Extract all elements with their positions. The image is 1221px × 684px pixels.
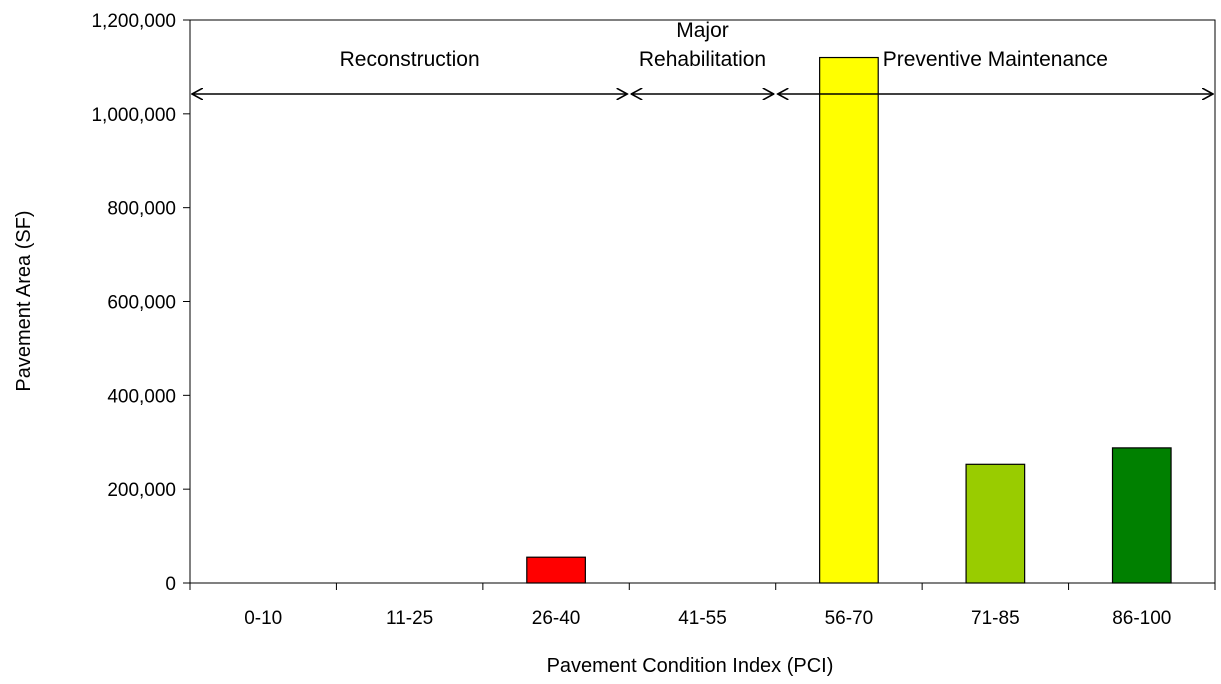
x-tick-label: 26-40	[532, 608, 581, 629]
y-tick-label: 0	[165, 574, 176, 595]
bar-86-100	[1111, 447, 1172, 584]
bar-26-40	[526, 556, 586, 584]
range-label: Preventive Maintenance	[883, 48, 1108, 71]
y-axis: 0 200,000 400,000 600,000 800,000 1,000,000 1,…	[91, 11, 190, 595]
y-tick-label: 1,000,000	[91, 105, 176, 126]
y-tick-label: 800,000	[107, 199, 176, 220]
x-axis-title: Pavement Condition Index (PCI)	[547, 655, 834, 677]
x-tick-label: 56-70	[825, 608, 874, 629]
x-tick-label: 71-85	[971, 608, 1020, 629]
range-label: Rehabilitation	[639, 48, 766, 71]
y-axis-title: Pavement Area (SF)	[13, 210, 35, 391]
bar-56-70	[819, 56, 879, 584]
x-tick-label: 86-100	[1112, 608, 1171, 629]
x-tick-label: 41-55	[678, 608, 727, 629]
y-tick-label: 1,200,000	[91, 11, 176, 32]
x-tick-label: 11-25	[386, 608, 433, 629]
range-label: Major	[676, 19, 729, 42]
x-tick-label: 0-10	[244, 608, 282, 629]
bars	[526, 56, 1172, 584]
y-tick-label: 600,000	[107, 293, 176, 314]
x-axis: 0-10 11-25 26-40 41-55 56-70 71-85 86-100	[189, 583, 1216, 629]
plot-area	[189, 19, 1216, 584]
y-tick-label: 400,000	[107, 386, 176, 407]
bar-71-85	[965, 463, 1026, 584]
y-tick-label: 200,000	[107, 480, 176, 501]
range-label: Reconstruction	[340, 48, 480, 71]
treatment-ranges: Reconstruction Major Rehabilitation Prevent…	[192, 19, 1213, 94]
